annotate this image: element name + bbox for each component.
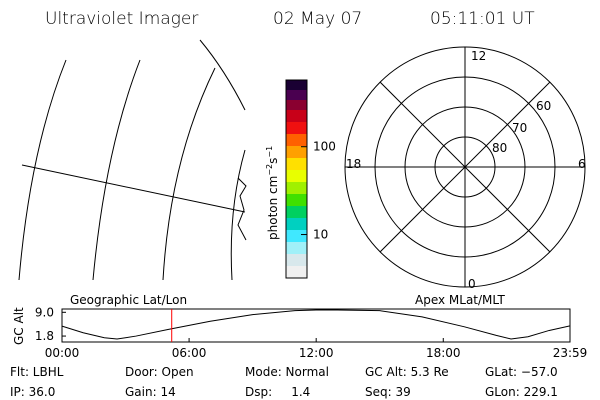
label-part: −2 bbox=[265, 164, 274, 176]
title: Ultraviolet Imager bbox=[45, 9, 198, 29]
colorbar-label: photon cm−2s−1 bbox=[265, 146, 280, 240]
x-tick-label: 06:00 bbox=[172, 346, 207, 360]
lat-label: 80 bbox=[492, 141, 507, 155]
hour-label: 12 bbox=[471, 49, 486, 63]
status-field: Gain: 14 bbox=[125, 385, 176, 399]
date: 02 May 07 bbox=[273, 9, 362, 29]
status-field: Seq: 39 bbox=[365, 385, 411, 399]
label-part: photon cm bbox=[266, 176, 280, 240]
hour-label: 6 bbox=[578, 157, 586, 171]
label-part: s bbox=[266, 158, 280, 164]
plot-title-left: Geographic Lat/Lon bbox=[70, 293, 187, 307]
colorbar bbox=[285, 79, 308, 279]
altitude-line bbox=[61, 309, 571, 340]
colorbar-tick-label: 100 bbox=[313, 140, 336, 154]
x-tick-label: 12:00 bbox=[299, 346, 334, 360]
y-tick-label: 9.0 bbox=[35, 305, 54, 319]
x-tick-label: 23:59 bbox=[553, 346, 588, 360]
status-field: GLat: −57.0 bbox=[485, 365, 558, 379]
footer: Flt: LBHL Door: Open Mode: Normal GC Alt: 5… bbox=[10, 365, 558, 399]
status-field: GC Alt: 5.3 Re bbox=[365, 365, 449, 379]
y-tick-label: 1.8 bbox=[35, 329, 54, 343]
plot-title-right: Apex MLat/MLT bbox=[415, 293, 505, 307]
y-axis-label: GC Alt bbox=[12, 307, 26, 345]
status-field: Mode: Normal bbox=[245, 365, 329, 379]
colorbar-tick-label: 10 bbox=[313, 228, 328, 242]
map-panel bbox=[18, 39, 247, 281]
hour-label: 0 bbox=[468, 277, 476, 291]
status-field: Door: Open bbox=[125, 365, 194, 379]
x-tick-label: 00:00 bbox=[45, 346, 80, 360]
polar-plot bbox=[344, 46, 586, 288]
status-field: GLon: 229.1 bbox=[485, 385, 558, 399]
label-part: −1 bbox=[265, 146, 274, 158]
status-field: Dsp: 1.4 bbox=[245, 385, 310, 399]
lat-label: 70 bbox=[512, 121, 527, 135]
status-field: IP: 36.0 bbox=[10, 385, 55, 399]
plot-frame bbox=[61, 308, 571, 343]
lat-label: 60 bbox=[536, 99, 551, 113]
time: 05:11:01 UT bbox=[430, 9, 535, 29]
x-tick-label: 18:00 bbox=[426, 346, 461, 360]
status-field: Flt: LBHL bbox=[10, 365, 64, 379]
hour-label: 18 bbox=[346, 157, 361, 171]
